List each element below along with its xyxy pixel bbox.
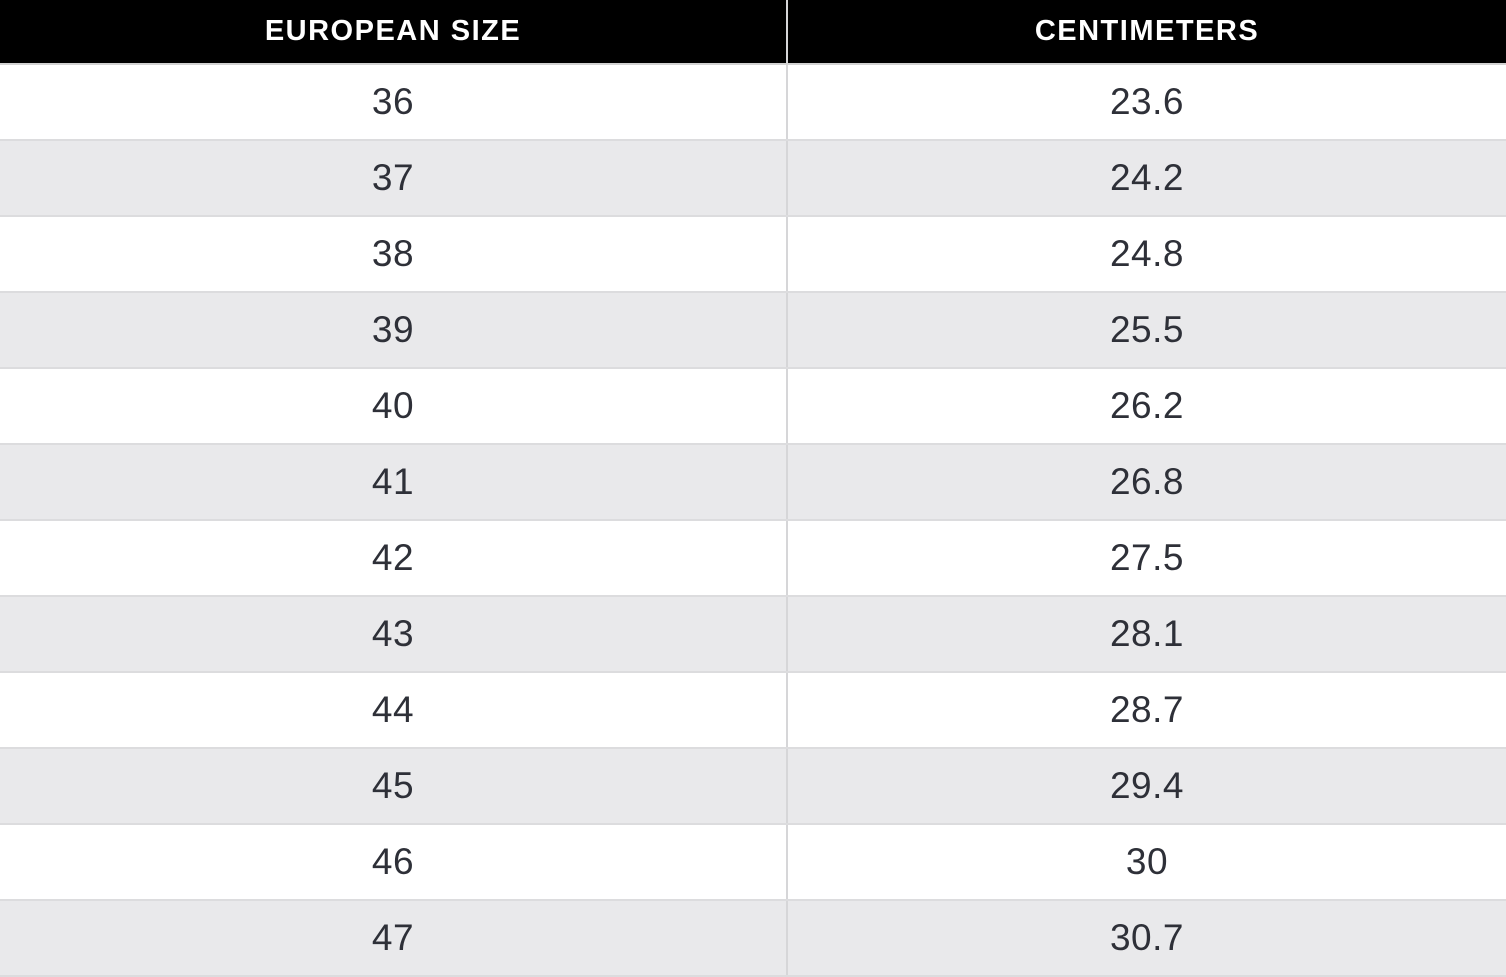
table-row: 38 24.8 [0,216,1506,293]
table-row: 46 30 [0,824,1506,901]
cell-centimeters: 23.6 [787,64,1506,141]
cell-centimeters: 28.7 [787,672,1506,749]
cell-european-size: 42 [0,520,788,597]
column-header-european-size: EUROPEAN SIZE [0,0,788,65]
table-row: 36 23.6 [0,64,1506,141]
cell-european-size: 38 [0,216,788,293]
cell-centimeters: 28.1 [787,596,1506,673]
cell-european-size: 41 [0,444,788,521]
cell-centimeters: 24.8 [787,216,1506,293]
cell-european-size: 45 [0,748,788,825]
cell-european-size: 44 [0,672,788,749]
cell-european-size: 37 [0,140,788,217]
table-row: 44 28.7 [0,672,1506,749]
cell-centimeters: 30.7 [787,900,1506,977]
cell-european-size: 46 [0,824,788,901]
table-row: 43 28.1 [0,596,1506,673]
table-row: 47 30.7 [0,900,1506,977]
table-row: 39 25.5 [0,292,1506,369]
cell-centimeters: 26.8 [787,444,1506,521]
cell-centimeters: 26.2 [787,368,1506,445]
cell-european-size: 47 [0,900,788,977]
column-header-centimeters: CENTIMETERS [787,0,1506,65]
cell-centimeters: 25.5 [787,292,1506,369]
cell-european-size: 43 [0,596,788,673]
cell-european-size: 40 [0,368,788,445]
cell-centimeters: 24.2 [787,140,1506,217]
cell-centimeters: 29.4 [787,748,1506,825]
cell-european-size: 36 [0,64,788,141]
table-row: 45 29.4 [0,748,1506,825]
cell-centimeters: 30 [787,824,1506,901]
cell-european-size: 39 [0,292,788,369]
table-row: 37 24.2 [0,140,1506,217]
cell-centimeters: 27.5 [787,520,1506,597]
table-row: 42 27.5 [0,520,1506,597]
table-header-row: EUROPEAN SIZE CENTIMETERS [0,0,1506,65]
table-row: 41 26.8 [0,444,1506,521]
table-row: 40 26.2 [0,368,1506,445]
